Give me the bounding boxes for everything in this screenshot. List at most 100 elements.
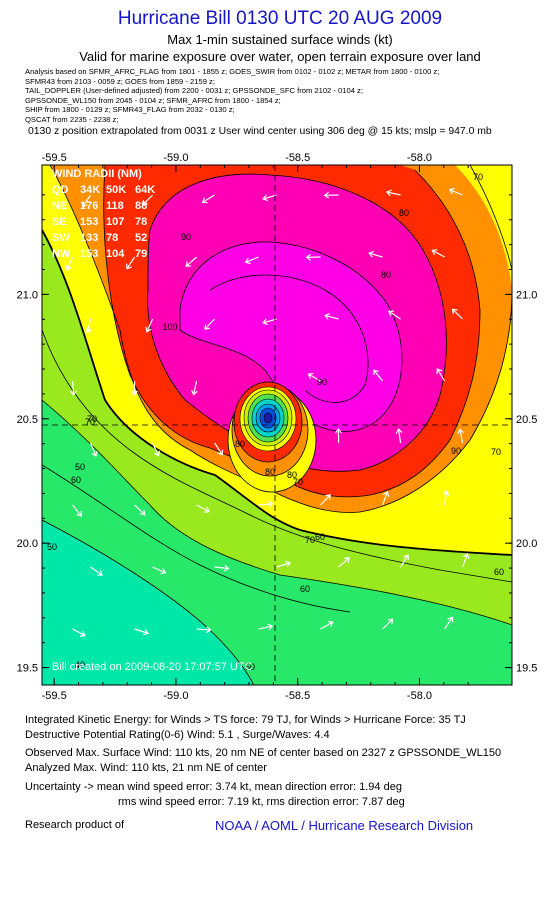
wind-field-plot: 7080908010090908070608070706050605070605… [42, 165, 512, 685]
contour-label: 60 [494, 567, 504, 577]
wind-vector-head [65, 264, 72, 271]
wind-radii-cell: NW [52, 248, 71, 260]
wind-vector [196, 628, 211, 631]
wind-vector [185, 256, 198, 267]
wind-radii-cell: 88 [135, 200, 147, 212]
wind-vector [86, 318, 92, 333]
x-tick-label-top: -59.0 [163, 152, 188, 164]
wind-radii-cell: 79 [135, 248, 147, 260]
wind-vector-head [307, 372, 314, 379]
dpr-text: Destructive Potential Rating(0-6) Wind: … [25, 729, 330, 741]
wind-vector-head [388, 310, 394, 317]
wind-vector [72, 628, 86, 637]
wind-vector-head [285, 560, 291, 568]
wind-vector-head [217, 449, 224, 456]
wind-radii-header: WIND RADII (NM) [52, 168, 142, 180]
wind-vector-head [76, 510, 82, 517]
wind-vector [134, 504, 146, 516]
wind-vector [373, 369, 384, 382]
wind-radii-cell: 153 [80, 216, 98, 228]
wind-vector [276, 562, 291, 568]
wind-radii-cell: 52 [135, 232, 147, 244]
contour-label: 80 [381, 270, 391, 280]
wind-vector [258, 625, 273, 630]
wind-vector [90, 442, 97, 457]
research-text: Research product of [25, 819, 125, 831]
contour-label: 50 [245, 662, 255, 672]
wind-vector [368, 252, 383, 258]
wind-vector-head [267, 500, 274, 508]
wind-vector [214, 442, 223, 456]
x-tick-label-top: -58.5 [285, 152, 310, 164]
wind-vector-head [131, 390, 138, 397]
contour-label: 70 [87, 414, 97, 424]
source-line: TAIL_DOPPLER (User-defined adjusted) fro… [25, 86, 363, 96]
wind-radii-cell: 104 [106, 248, 125, 260]
source-line: SHIP from 1800 - 0129 z; SFMR43_FLAG fro… [25, 105, 235, 115]
wind-vector [134, 628, 149, 634]
wind-vector-head [324, 313, 330, 320]
wind-vector-head [143, 628, 149, 636]
wind-vector-head [84, 327, 92, 334]
wind-vector [152, 566, 166, 574]
x-tick-label-bottom: -58.0 [407, 690, 432, 702]
wind-radii-cell: 133 [80, 232, 98, 244]
wind-vector-head [96, 570, 103, 576]
wind-vector-head [463, 552, 470, 559]
wind-vector-head [387, 618, 394, 625]
wind-vector [72, 504, 82, 517]
wind-vector [152, 442, 160, 456]
y-tick-label-left: 20.5 [17, 414, 38, 426]
wind-vector [82, 194, 92, 207]
wind-vector-head [191, 389, 198, 396]
wind-vector-head [204, 324, 210, 330]
wind-vector-head [262, 194, 269, 202]
observed-max-text: Observed Max. Surface Wind: 110 kts, 20 … [25, 747, 502, 759]
wind-vector [452, 308, 464, 320]
wind-vector-head [160, 568, 167, 575]
wind-vector [90, 566, 103, 576]
wind-vector-head [403, 554, 409, 561]
wind-vector-head [327, 620, 334, 627]
wind-radii-table: WIND RADII (NM) QD 34K 50K 64K NE 176 118 88 SE 1… [52, 168, 155, 260]
wind-vector [436, 368, 446, 382]
wind-vector [214, 566, 229, 570]
wind-vector [245, 256, 259, 263]
wind-vector-head [153, 450, 161, 457]
y-tick-label-right: 20.5 [516, 414, 537, 426]
x-tick-label-top: -58.0 [407, 152, 432, 164]
wind-vector [192, 380, 198, 395]
wind-vector-head [373, 369, 379, 376]
wind-vector-head [203, 506, 210, 513]
wind-vector [258, 503, 273, 506]
wind-vector [66, 256, 74, 271]
wind-vector-head [141, 199, 148, 206]
wind-vector-head [457, 428, 464, 435]
wind-vector-head [335, 427, 342, 434]
wind-radii-cell: SW [52, 232, 70, 244]
wind-vector [126, 256, 136, 270]
wind-radii-cell: NE [52, 200, 67, 212]
wind-vector [386, 191, 401, 196]
wind-vector-head [145, 326, 152, 333]
contour-label: 60 [315, 532, 325, 542]
wind-radii-cell: 118 [106, 200, 124, 212]
contour-label: 60 [71, 475, 81, 485]
contour-label: 50 [75, 462, 85, 472]
wind-vector [382, 618, 394, 630]
wind-vector-head [69, 390, 77, 396]
wind-vector-head [325, 494, 331, 500]
wind-vector-head [79, 630, 86, 637]
wind-vector [432, 249, 445, 258]
contour-label: 80 [265, 467, 275, 477]
wind-vector [142, 194, 154, 206]
contour-label: 90 [451, 446, 461, 456]
source-line: GPSSONDE_WL150 from 2045 - 0104 z; SFMR_… [25, 95, 281, 105]
wind-radii-cell: 34K [80, 184, 100, 196]
x-tick-label-bottom: -59.0 [163, 690, 188, 702]
wind-vector [196, 504, 210, 513]
wind-vector-head [385, 189, 392, 197]
plot-frame [41, 164, 513, 686]
band-110 [180, 241, 402, 432]
